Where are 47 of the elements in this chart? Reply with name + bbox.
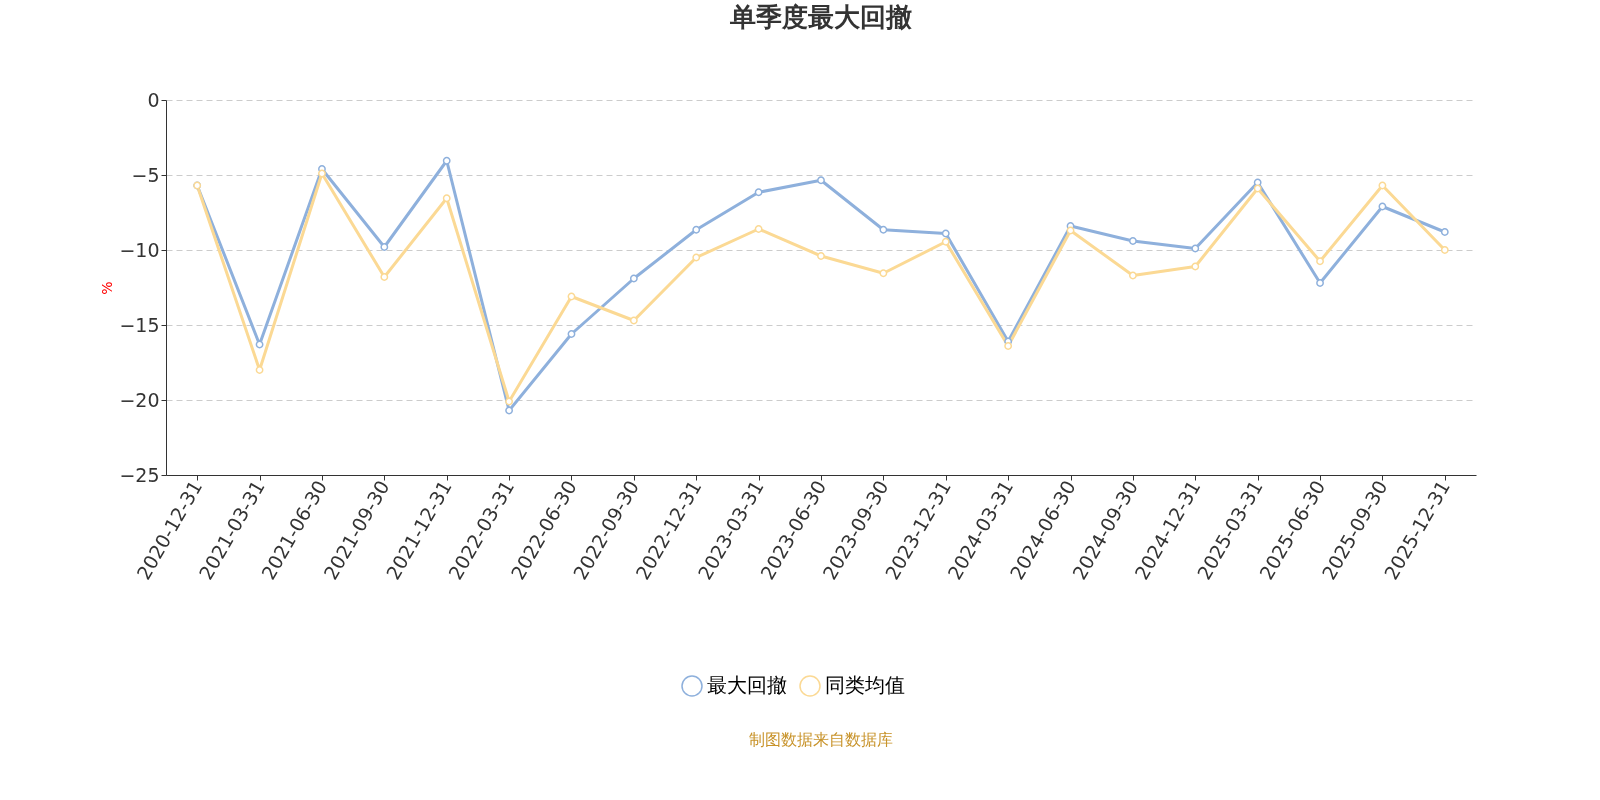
y-axis-title: %	[99, 281, 116, 295]
point	[1378, 181, 1387, 190]
point	[318, 169, 326, 178]
point	[1440, 246, 1449, 254]
point	[1191, 244, 1200, 253]
point	[1316, 257, 1324, 266]
point	[879, 225, 888, 234]
point	[567, 292, 576, 301]
point	[941, 229, 950, 238]
y-tick-label: −20	[119, 388, 160, 411]
point	[255, 366, 264, 374]
point	[1316, 279, 1324, 287]
point	[1253, 184, 1262, 193]
point	[754, 188, 763, 197]
point	[505, 397, 514, 406]
point	[255, 340, 264, 349]
point	[817, 252, 825, 260]
point	[1004, 342, 1013, 350]
legend-label: 同类均值	[825, 673, 905, 697]
point	[1128, 237, 1137, 245]
point	[380, 273, 389, 281]
point	[380, 243, 389, 251]
point	[567, 330, 576, 338]
y-tick-label: −5	[131, 163, 160, 186]
point	[505, 406, 514, 415]
point	[1378, 202, 1387, 211]
point	[692, 225, 701, 234]
point	[754, 225, 763, 233]
chart-title: 单季度最大回撤	[729, 2, 912, 32]
point	[442, 156, 451, 165]
point	[629, 274, 638, 283]
point	[692, 253, 701, 262]
point	[629, 316, 638, 325]
legend-label: 最大回撤	[707, 673, 787, 697]
point	[442, 194, 451, 203]
point	[1191, 262, 1200, 271]
point	[941, 237, 950, 246]
point	[1440, 228, 1449, 236]
point	[1128, 271, 1137, 280]
y-tick-label: −10	[119, 238, 160, 261]
text: 制图数据来自数据库	[749, 730, 893, 749]
point	[817, 176, 825, 185]
y-tick-label: −15	[119, 313, 160, 336]
y-tick-label: −25	[119, 463, 160, 486]
point	[1066, 226, 1075, 235]
point	[879, 269, 888, 278]
y-tick-label: 0	[147, 88, 160, 111]
